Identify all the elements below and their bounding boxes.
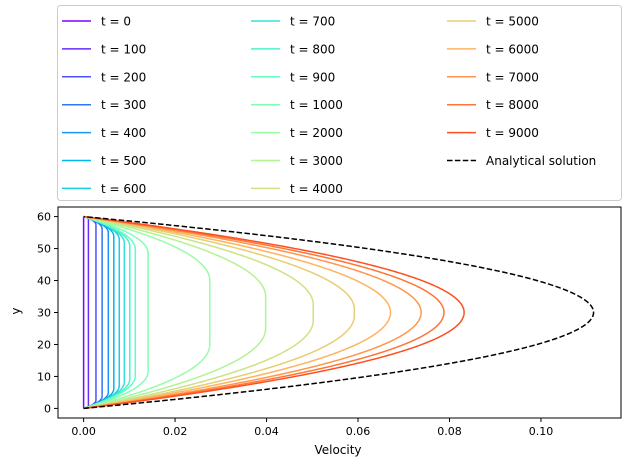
legend: t = 0 t = 100 t = 200 t = 300 t = 400 t = 500… [57,5,622,201]
series-line [83,215,121,410]
series-line [83,215,356,410]
y-axis: 0 10 20 30 40 50 60 [37,211,58,415]
y-tick-label: 20 [37,338,51,351]
legend-label: t = 0 [101,15,131,29]
y-tick-label: 50 [37,243,51,256]
legend-label: t = 500 [101,154,146,168]
series-line [83,215,97,410]
legend-label: t = 700 [290,15,335,29]
y-tick-label: 40 [37,275,51,288]
legend-label: t = 900 [290,70,335,84]
x-axis-label: Velocity [314,443,361,457]
series-line [83,215,314,410]
legend-label: t = 300 [101,98,146,112]
legend-label: t = 400 [101,126,146,140]
series-line [83,215,103,410]
series-line [83,215,422,410]
x-axis: 0.00 0.02 0.04 0.06 0.08 0.10 [71,418,553,438]
legend-label: Analytical solution [486,154,596,168]
legend-label: t = 4000 [290,182,343,196]
series-line [83,215,110,410]
legend-label: t = 5000 [486,15,539,29]
x-tick-label: 0.02 [163,425,188,438]
series-line [83,215,595,410]
y-tick-label: 10 [37,370,51,383]
legend-label: t = 800 [290,42,335,56]
legend-frame [57,5,622,201]
legend-label: t = 200 [101,70,146,84]
plot-frame [57,206,622,419]
y-axis-label: y [9,307,23,314]
legend-label: t = 3000 [290,154,343,168]
x-tick-label: 0.04 [254,425,279,438]
x-tick-label: 0.10 [529,425,554,438]
legend-label: t = 100 [101,42,146,56]
series-line [83,215,137,410]
legend-label: t = 2000 [290,126,343,140]
legend-label: t = 6000 [486,42,539,56]
series-line [83,215,392,410]
series-line [83,215,115,410]
y-tick-label: 30 [37,307,51,320]
plot-area: 0.00 0.02 0.04 0.06 0.08 0.10 0 10 20 30 40 50 60 V… [9,206,622,457]
series-line [83,215,211,410]
legend-label: t = 600 [101,182,146,196]
legend-label: t = 8000 [486,98,539,112]
x-tick-label: 0.06 [346,425,371,438]
x-tick-label: 0.00 [71,425,96,438]
series-line [83,215,445,410]
series-line [83,215,149,410]
series-line [83,215,90,410]
series-line [83,215,131,410]
legend-label: t = 1000 [290,98,343,112]
y-tick-label: 0 [44,402,51,415]
series-line [83,215,126,410]
y-tick-label: 60 [37,211,51,224]
series-line [83,215,267,410]
x-tick-label: 0.08 [437,425,462,438]
series-line [83,215,465,410]
legend-label: t = 9000 [486,126,539,140]
legend-label: t = 7000 [486,70,539,84]
